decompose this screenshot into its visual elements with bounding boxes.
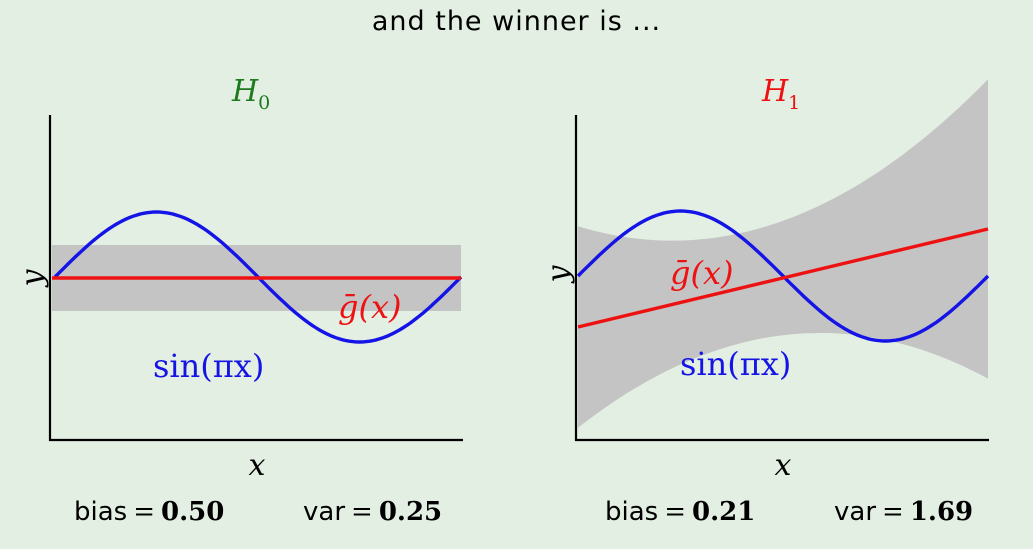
panel-h0-var-label: var [303,497,345,527]
panel-h1-title-letter: H [761,74,789,109]
panel-h0-var-eq: = [351,497,373,527]
panel-h1-target-curve [576,209,990,343]
panel-h0-bias-label: bias [74,497,127,527]
panel-h1-bias-eq: = [664,497,686,527]
panel-h0: H0 y x sin(πx) ḡ(x) bias = 0.50 var = 0.25 [15,74,463,527]
panel-h1-var-eq: = [882,497,904,527]
panel-h1: H1 y x sin(πx) ḡ(x) bias = 0.21 var = 1.69 [541,74,990,527]
panel-h0-bias-eq: = [133,497,155,527]
panel-h0-target-label: sin(πx) [153,347,264,385]
panel-h1-var-label: var [834,497,876,527]
panel-h0-var-stat: var = 0.25 [303,497,442,527]
panel-h1-var-stat: var = 1.69 [834,497,973,527]
panel-h0-y-label: y [15,268,50,288]
panel-h1-title: H1 [761,74,800,114]
panel-h0-var-value: 0.25 [379,497,442,527]
panel-h1-bias-value: 0.21 [692,497,755,527]
panel-h1-bias-stat: bias = 0.21 [605,497,755,527]
panel-h1-x-label: x [775,448,792,483]
slide-title: and the winner is ... [371,6,662,37]
panel-h0-bias-stat: bias = 0.50 [74,497,224,527]
panel-h0-mean-label: ḡ(x) [338,288,402,326]
panel-h1-target-label: sin(πx) [680,345,791,383]
panel-h0-x-label: x [249,448,266,483]
panel-h1-mean-label: ḡ(x) [670,254,734,292]
panel-h0-bias-value: 0.50 [161,497,224,527]
panel-h1-mean-line [577,227,989,329]
panel-h1-y-label: y [541,264,576,284]
panel-h0-title-letter: H [231,74,259,109]
panel-h1-bias-label: bias [605,497,658,527]
panel-h0-title-subscript: 0 [258,92,270,114]
panel-h1-variance-band [578,79,988,428]
panel-h1-title-subscript: 1 [788,92,800,114]
panel-h1-var-value: 1.69 [910,497,973,527]
panel-h0-title: H0 [231,74,270,114]
